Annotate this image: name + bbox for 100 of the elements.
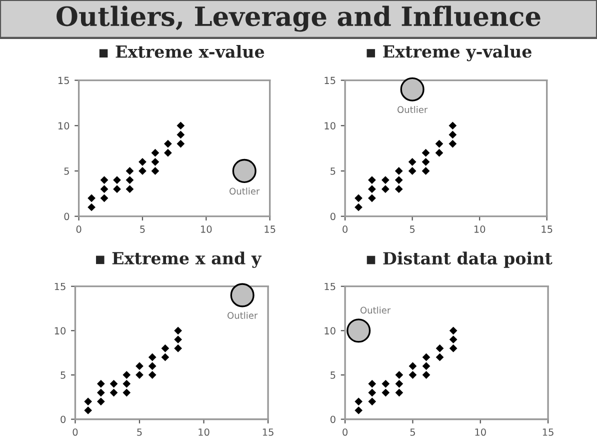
point [422, 148, 430, 157]
point [408, 167, 416, 175]
point [435, 140, 444, 148]
point [164, 140, 172, 148]
y-tick-label: 10 [54, 327, 66, 334]
point [148, 353, 156, 362]
point [161, 344, 170, 352]
point [354, 406, 363, 414]
point [381, 185, 390, 194]
y-tick-label: 15 [324, 282, 336, 290]
point [395, 371, 404, 379]
x-tick-label: 0 [72, 428, 78, 436]
point [422, 167, 430, 175]
point [436, 344, 444, 352]
y-tick-label: 5 [60, 372, 66, 379]
point [368, 194, 376, 202]
x-tick-label: 5 [137, 428, 142, 436]
point [84, 406, 92, 414]
point [151, 158, 160, 166]
x-tick-label: 15 [542, 226, 552, 233]
y-tick-label: 15 [58, 76, 69, 84]
x-tick-label: 10 [475, 428, 486, 436]
y-tick-label: 15 [324, 76, 336, 84]
annotation: Outlier [228, 312, 258, 319]
y-tick-label: 0 [64, 212, 70, 220]
point [449, 326, 458, 335]
y-tick-label: 5 [330, 168, 336, 175]
point [394, 185, 403, 194]
x-tick-label: 5 [410, 226, 415, 233]
point [400, 77, 424, 102]
point [151, 167, 160, 175]
x-tick-label: 0 [342, 428, 348, 436]
point [232, 158, 256, 183]
point [100, 185, 108, 194]
point [176, 130, 185, 139]
point [435, 148, 444, 157]
annotation: Outlier [230, 188, 260, 195]
point [368, 398, 376, 406]
y-tick-label: 0 [60, 416, 66, 424]
point [148, 371, 156, 379]
point [422, 353, 430, 362]
point [422, 362, 430, 370]
text: Outliers, Leverage and Influence [56, 6, 540, 32]
point [408, 362, 417, 370]
point [113, 176, 121, 184]
point [354, 203, 362, 212]
x-tick-label: 0 [76, 226, 82, 233]
point [436, 353, 444, 362]
point [164, 148, 172, 157]
point [408, 371, 417, 379]
point [136, 371, 144, 379]
point [368, 388, 376, 397]
point [100, 194, 108, 202]
point [394, 176, 403, 184]
y-tick-label: 15 [54, 282, 66, 290]
point [113, 185, 121, 194]
point [449, 336, 458, 344]
point [176, 140, 185, 148]
point [88, 194, 96, 202]
y-tick-label: 5 [330, 372, 336, 379]
point [395, 380, 404, 388]
x-tick-label: 15 [262, 428, 274, 436]
x-tick-label: 10 [474, 226, 486, 233]
point [126, 176, 134, 184]
point [174, 326, 182, 335]
point [368, 380, 376, 388]
point [368, 176, 376, 184]
point [448, 130, 457, 139]
point [97, 380, 105, 388]
point [354, 398, 363, 406]
point [354, 194, 362, 202]
x-tick-label: 0 [342, 226, 348, 233]
point [394, 167, 403, 175]
point [346, 318, 371, 343]
point [230, 283, 254, 308]
point [126, 185, 134, 194]
point [97, 388, 105, 397]
point [136, 362, 144, 370]
point [122, 380, 131, 388]
chart-title: ▪ Extreme x and y [96, 252, 262, 268]
point [382, 380, 390, 388]
point [151, 148, 160, 157]
point [422, 371, 430, 379]
y-tick-label: 10 [324, 327, 336, 334]
x-tick-label: 15 [264, 226, 276, 233]
point [122, 388, 131, 397]
point [122, 371, 131, 379]
point [138, 167, 146, 175]
point [126, 167, 134, 175]
point [138, 158, 146, 166]
point [448, 122, 457, 130]
point [174, 344, 182, 352]
point [148, 362, 156, 370]
annotation: Outlier [398, 106, 428, 114]
point [100, 176, 108, 184]
point [449, 344, 458, 352]
x-tick-label: 10 [198, 428, 210, 436]
point [368, 185, 376, 194]
point [422, 158, 430, 166]
chart-title: ▪ Extreme y-value [366, 44, 532, 62]
